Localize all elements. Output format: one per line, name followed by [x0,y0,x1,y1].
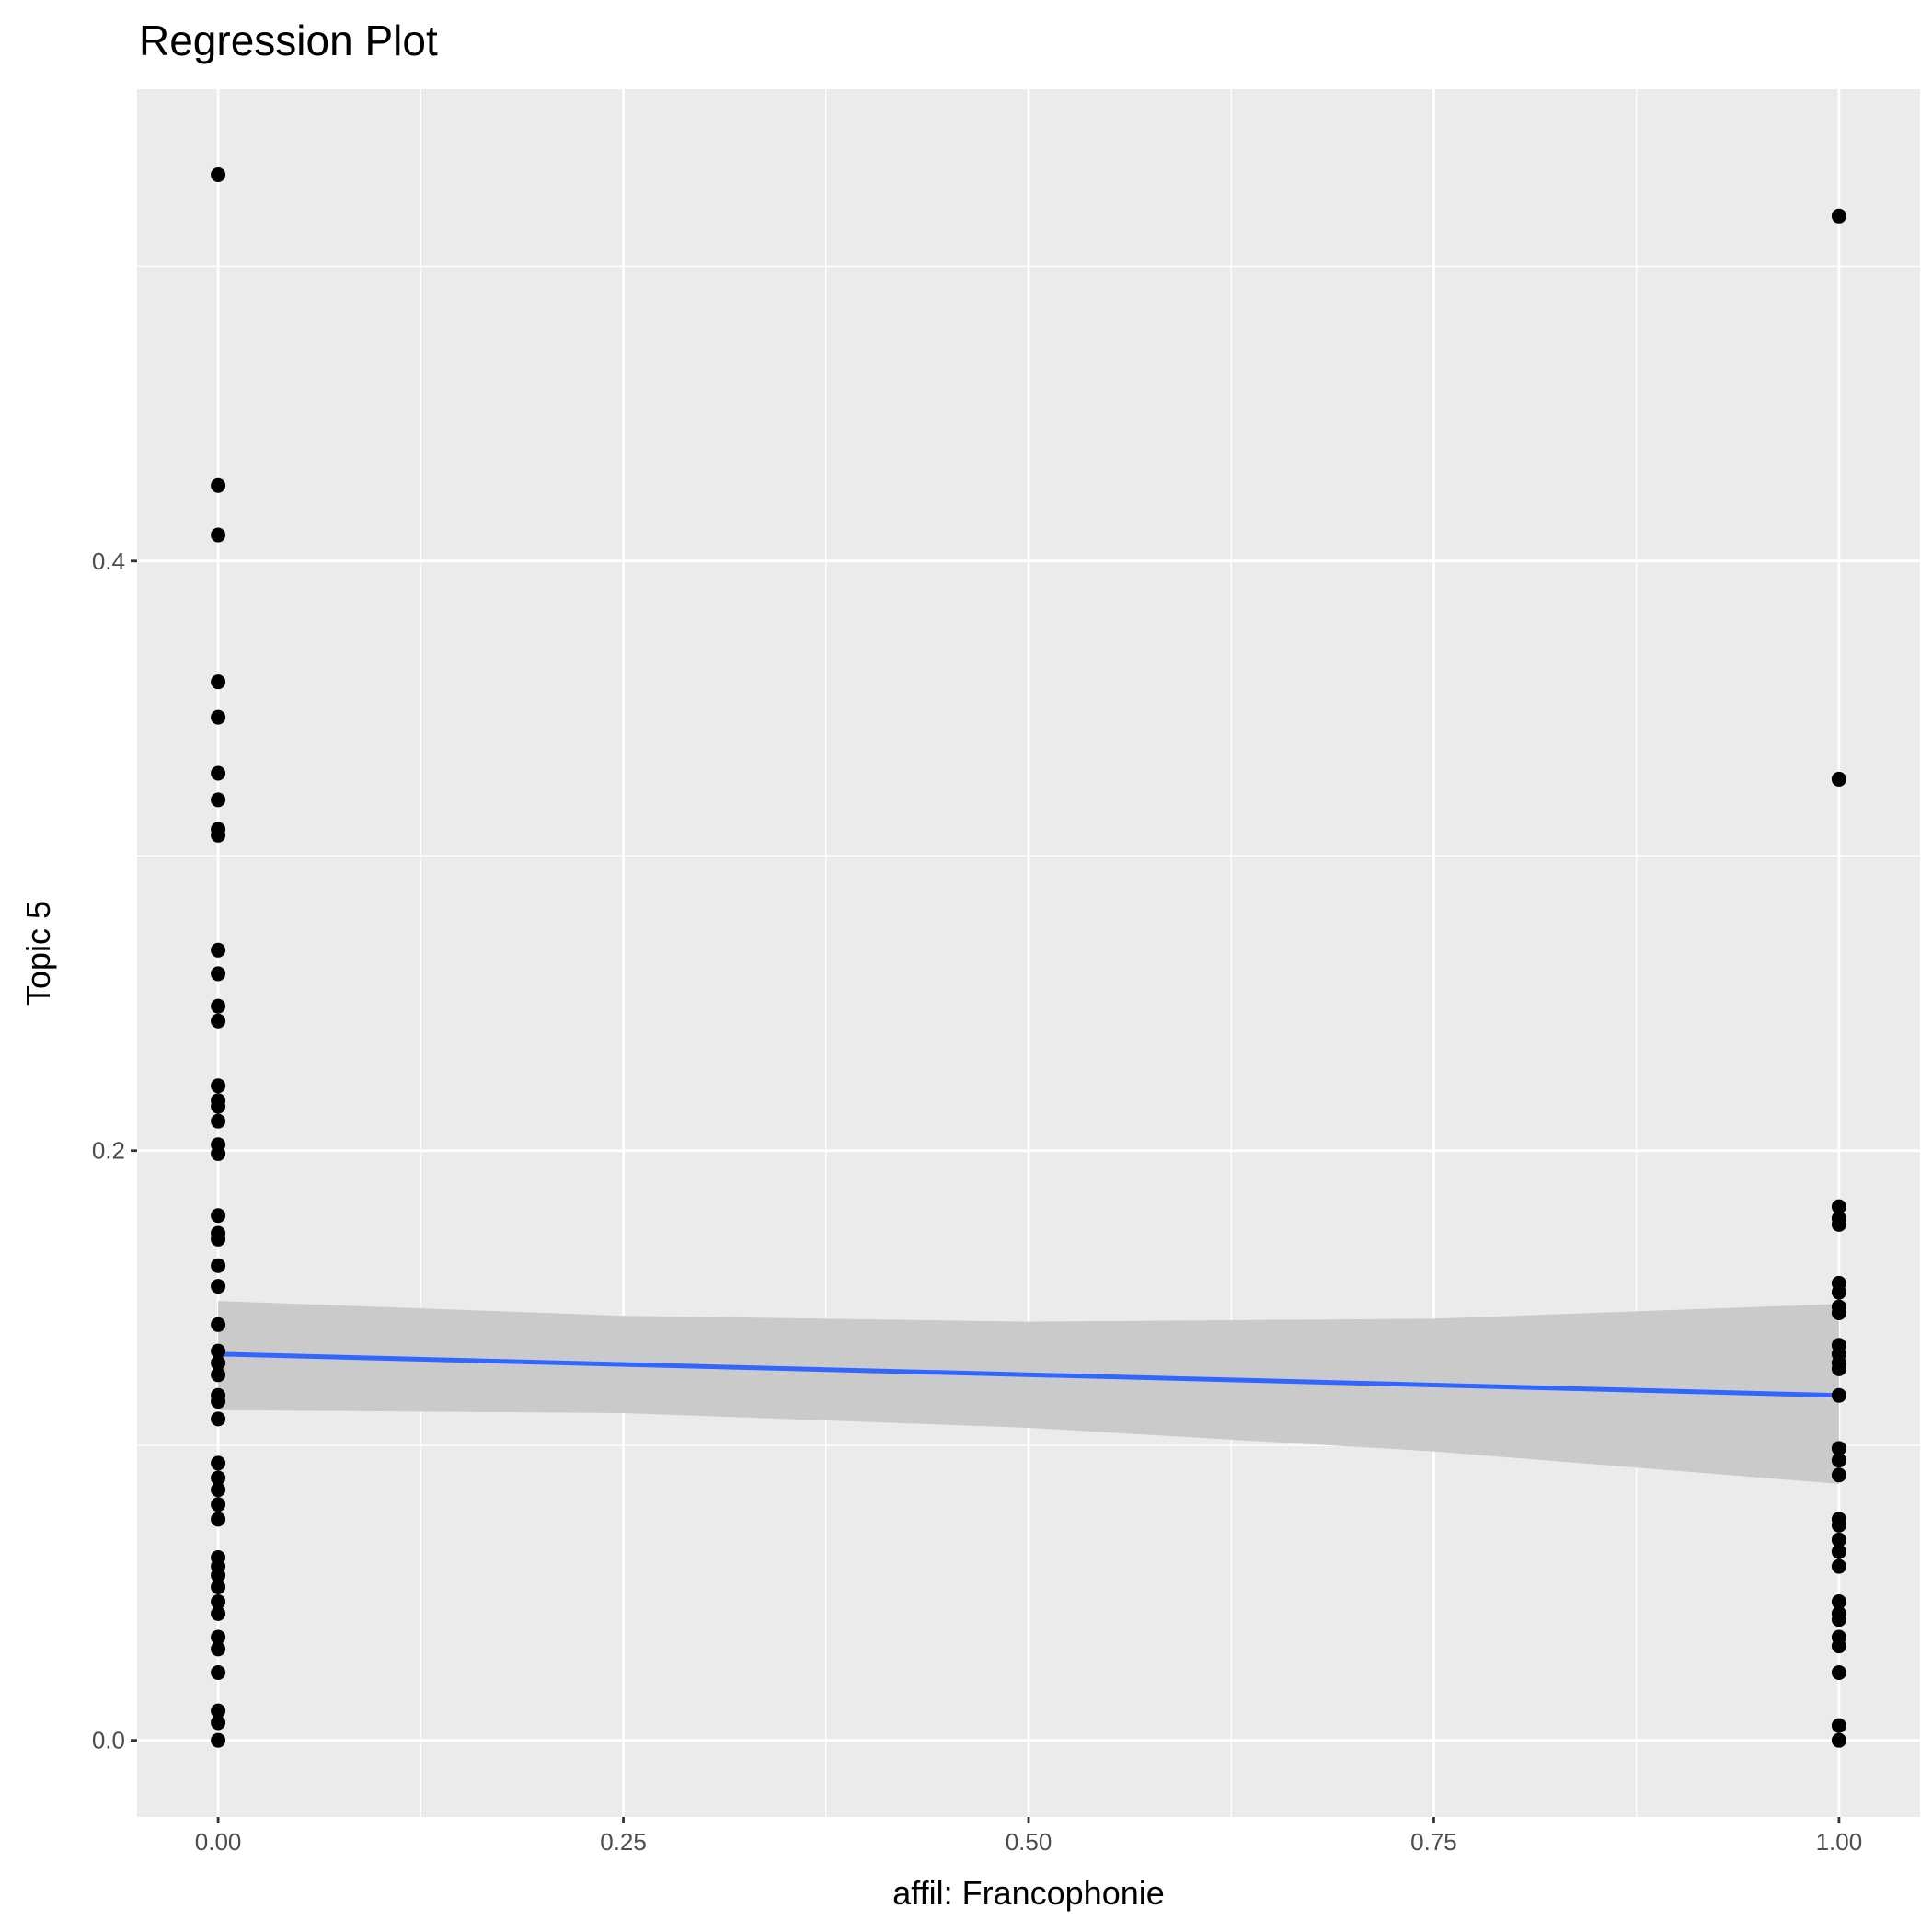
data-point [211,1703,226,1719]
data-point [1831,1199,1846,1214]
x-tick-label: 0.50 [1006,1828,1052,1856]
data-point [211,709,226,725]
data-point [211,1355,226,1371]
data-point [211,1580,226,1595]
data-point [1831,1453,1846,1468]
data-point [1831,1532,1846,1547]
data-point [211,1497,226,1512]
data-point [211,1641,226,1657]
data-point [211,1455,226,1471]
data-point [1831,1441,1846,1456]
y-tick-label: 0.4 [92,547,125,575]
data-point [1831,1664,1846,1680]
data-point [211,1715,226,1731]
x-tick-label: 0.00 [195,1828,242,1856]
data-point [211,1367,226,1383]
data-point [1831,1467,1846,1483]
x-tick-label: 0.25 [600,1828,647,1856]
chart-title: Regression Plot [139,17,438,64]
data-point [211,1098,226,1114]
y-tick-label: 0.2 [92,1137,125,1165]
points [211,167,1846,1748]
data-point [211,792,226,808]
data-point [211,966,226,982]
data-point [211,167,226,182]
confidence-band [218,1301,1839,1484]
data-point [1831,1305,1846,1320]
data-point [1831,1216,1846,1232]
data-point [211,1594,226,1610]
data-point [211,674,226,690]
data-point [211,477,226,493]
data-point [211,827,226,843]
data-point [211,1605,226,1621]
data-point [211,942,226,958]
data-point [1831,1544,1846,1559]
regression-line-group [218,1351,1839,1398]
data-point [1831,1284,1846,1300]
data-point [211,1078,226,1094]
confidence-band-area [218,1301,1839,1484]
data-point [211,1664,226,1680]
data-point [211,1470,226,1486]
data-point [211,1013,226,1029]
x-tick-label: 0.75 [1410,1828,1457,1856]
data-point [1831,1361,1846,1376]
data-point [1831,1594,1846,1610]
data-point [211,1482,226,1498]
axes: 0.00 0.25 0.50 0.75 1.00 0.0 0.2 0.4 [92,547,1862,1856]
data-point [1831,1639,1846,1654]
data-point [211,1394,226,1409]
data-point [1831,1387,1846,1403]
data-point [211,1343,226,1359]
data-point [211,1629,226,1645]
data-point [211,1411,226,1427]
data-point [211,1317,226,1332]
data-point [1831,1612,1846,1627]
x-tick-label: 1.00 [1816,1828,1863,1856]
y-tick-label: 0.0 [92,1727,125,1754]
data-point [211,1113,226,1129]
data-point [1831,1517,1846,1533]
data-point [211,1568,226,1583]
data-point [1831,1732,1846,1748]
data-point [211,1279,226,1294]
data-point [1831,208,1846,224]
data-point [211,1258,226,1273]
data-point [211,998,226,1014]
data-point [1831,771,1846,787]
data-point [211,765,226,781]
data-point [1831,1718,1846,1733]
y-axis-title: Topic 5 [19,901,57,1006]
data-point [211,1208,226,1224]
data-point [211,1512,226,1527]
regression-line [218,1351,1839,1398]
data-point [211,1732,226,1748]
data-point [211,527,226,543]
x-axis-title: affil: Francophonie [892,1874,1165,1912]
data-point [211,1231,226,1247]
data-point [1831,1558,1846,1574]
data-point [211,1145,226,1161]
